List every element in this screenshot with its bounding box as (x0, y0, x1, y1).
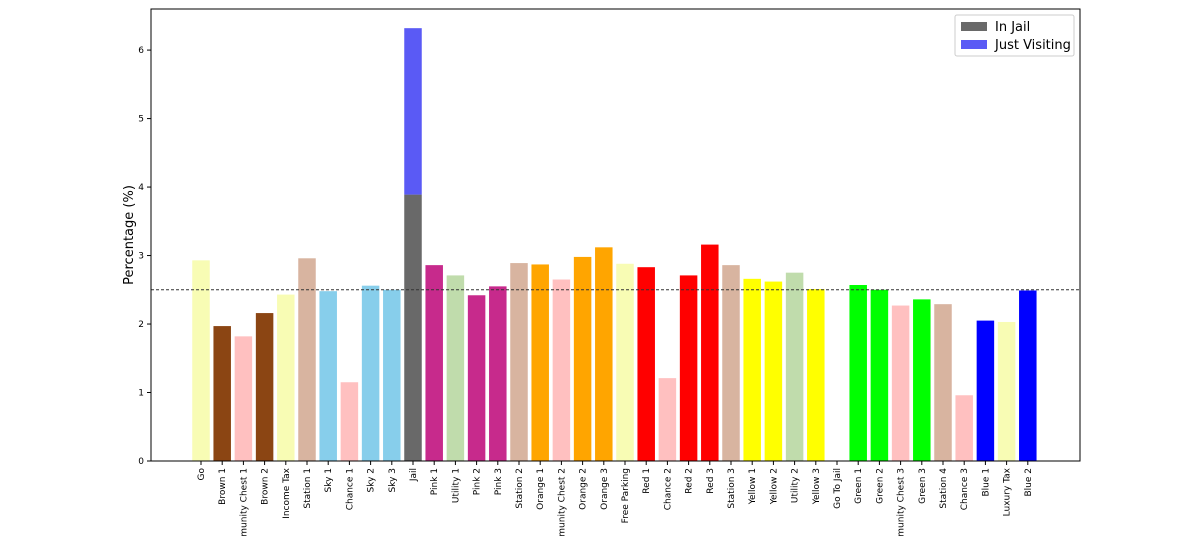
plot-area-frame (150, 8, 1081, 462)
bar-sky-2 (361, 285, 380, 461)
x-tick-label: Green 1 (854, 468, 864, 504)
x-tick-label: Red 2 (685, 468, 695, 494)
bar-blue-1 (976, 320, 995, 461)
x-tick-label: Utility 1 (451, 468, 461, 503)
y-tick-label: 6 (138, 46, 144, 56)
x-tick-label: Green 3 (918, 468, 928, 504)
bar-pink-3 (489, 286, 507, 461)
x-tick-label: Community Chest 3 (897, 468, 907, 536)
legend-swatch (961, 40, 987, 49)
legend-label: Just Visiting (994, 38, 1071, 53)
legend: In Jail Just Visiting (954, 14, 1075, 57)
bar-community-chest-3 (891, 305, 910, 461)
bar-brown-2 (255, 313, 274, 461)
x-tick-label: Chance 2 (663, 468, 673, 510)
x-tick-label: Station 1 (303, 468, 313, 509)
x-tick-label: Green 2 (875, 468, 885, 504)
x-tick-label: Pink 2 (473, 468, 483, 495)
y-tick-label: 4 (138, 183, 144, 193)
x-tick-label: Orange 3 (600, 468, 610, 510)
y-axis: 0 1 2 3 4 5 6 (138, 46, 151, 467)
x-tick-label: Pink 3 (494, 468, 504, 495)
bar-orange-3 (595, 247, 613, 461)
x-tick-label: Sky 1 (324, 468, 334, 493)
bar-station-1 (298, 258, 316, 461)
x-tick-label: Blue 1 (981, 468, 991, 497)
y-axis-label: Percentage (%) (122, 185, 137, 285)
bar-green-3 (913, 299, 931, 461)
bar-red-1 (637, 267, 655, 461)
x-tick-label: Sky 3 (388, 468, 398, 493)
x-tick-label: Utility 2 (791, 468, 801, 503)
bar-sky-3 (383, 289, 401, 461)
x-tick-label: Yellow 1 (748, 468, 758, 505)
bar-free-parking (616, 263, 634, 461)
bar-yellow-3 (807, 289, 825, 461)
bar-yellow-1 (743, 278, 761, 461)
bar-station-2 (510, 263, 528, 461)
x-tick-label: Red 3 (706, 468, 716, 494)
y-tick-label: 5 (138, 115, 144, 125)
bar-pink-2 (467, 295, 486, 461)
x-tick-label: Luxury Tax (1003, 467, 1013, 516)
bar-brown-1 (213, 326, 231, 461)
bar-yellow-2 (764, 281, 783, 461)
x-tick-label: Orange 1 (536, 468, 546, 510)
x-axis: Go Brown 1 Community Chest 1 Brown 2 Income … (197, 461, 1034, 536)
bar-luxury-tax (997, 321, 1016, 461)
bar-series (192, 28, 1037, 461)
bar-sky-1 (319, 291, 337, 461)
bar-go (192, 260, 210, 461)
y-tick-label: 3 (138, 252, 144, 262)
legend-swatch (961, 22, 987, 31)
x-tick-label: Blue 2 (1024, 468, 1034, 497)
bar-blue-2 (1019, 290, 1037, 461)
y-tick-label: 1 (138, 389, 144, 399)
x-tick-label: Station 2 (515, 468, 525, 509)
x-tick-label: Community Chest 1 (239, 468, 249, 536)
bar-utility-2 (785, 272, 804, 461)
x-tick-label: Brown 1 (218, 468, 228, 505)
bar-jail-just-visiting (404, 28, 422, 195)
bar-green-2 (870, 289, 889, 461)
x-tick-label: Station 3 (727, 468, 737, 509)
x-tick-label: Income Tax (282, 467, 292, 519)
x-tick-label: Jail (409, 468, 419, 482)
bar-chance-3 (955, 395, 973, 461)
bar-green-1 (849, 284, 867, 461)
x-tick-label: Community Chest 2 (557, 468, 567, 536)
x-tick-label: Go (197, 468, 207, 481)
y-tick-label: 0 (138, 457, 144, 467)
bar-red-2 (679, 275, 698, 461)
bar-station-3 (722, 265, 740, 461)
x-tick-label: Orange 2 (579, 468, 589, 510)
bar-community-chest-2 (552, 279, 571, 461)
x-tick-label: Chance 1 (345, 468, 355, 510)
bar-orange-2 (573, 256, 592, 461)
legend-label: In Jail (995, 20, 1030, 35)
x-tick-label: Red 1 (642, 468, 652, 494)
x-tick-label: Sky 2 (367, 468, 377, 493)
x-tick-label: Station 4 (939, 468, 949, 509)
bar-income-tax (277, 294, 295, 461)
bar-station-4 (934, 304, 952, 461)
bar-community-chest-1 (234, 336, 253, 461)
bar-jail-in-jail (404, 194, 422, 461)
y-tick-label: 2 (138, 320, 144, 330)
x-tick-label: Free Parking (621, 468, 631, 523)
x-tick-label: Brown 2 (261, 468, 271, 505)
x-tick-label: Go To Jail (833, 468, 843, 509)
bar-chance-1 (340, 382, 359, 461)
x-tick-label: Pink 1 (430, 468, 440, 495)
bar-pink-1 (425, 265, 443, 461)
x-tick-label: Chance 3 (960, 468, 970, 510)
x-tick-label: Yellow 2 (769, 468, 779, 505)
bar-orange-1 (531, 264, 549, 461)
bar-utility-1 (446, 275, 465, 461)
bar-red-3 (701, 244, 719, 461)
x-tick-label: Yellow 3 (812, 468, 822, 505)
bar-chance-2 (658, 378, 677, 461)
